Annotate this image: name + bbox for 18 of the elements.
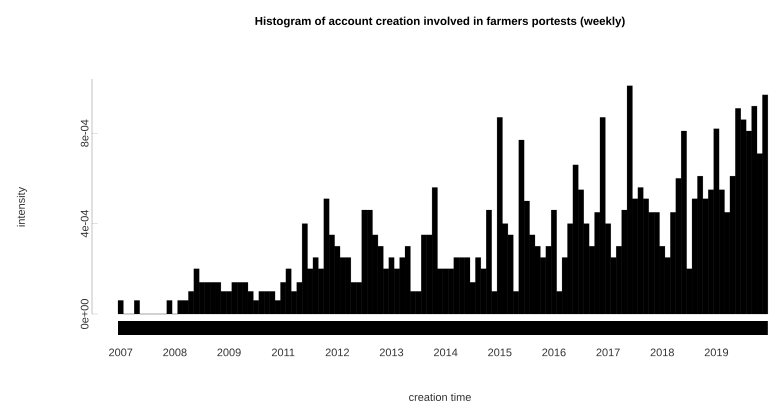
x-tick-label: 2011 bbox=[272, 348, 294, 356]
x-axis-title: creation time bbox=[409, 392, 471, 402]
y-tick-label: 4e-04 bbox=[80, 210, 88, 238]
x-tick-label: 2012 bbox=[326, 348, 349, 356]
x-tick-label: 2013 bbox=[380, 348, 404, 356]
x-tick-label: 2016 bbox=[542, 348, 566, 356]
x-tick-label: 2018 bbox=[650, 348, 674, 356]
x-tick-label: 2009 bbox=[217, 348, 241, 356]
x-tick-label: 2014 bbox=[434, 348, 458, 356]
y-axis-title: intensity bbox=[16, 186, 28, 226]
x-tick-label: 2017 bbox=[596, 348, 620, 356]
x-tick-label: 2015 bbox=[488, 348, 512, 356]
chart-title: Histogram of account creation involved in farmers portests (weekly) bbox=[256, 16, 625, 28]
y-tick-label: 0e+00 bbox=[80, 299, 88, 329]
x-tick-label: 2008 bbox=[163, 348, 187, 356]
y-tick-label: 8e-04 bbox=[80, 120, 88, 147]
x-tick-label: 2007 bbox=[109, 348, 132, 356]
x-tick-label: 2019 bbox=[704, 348, 728, 356]
